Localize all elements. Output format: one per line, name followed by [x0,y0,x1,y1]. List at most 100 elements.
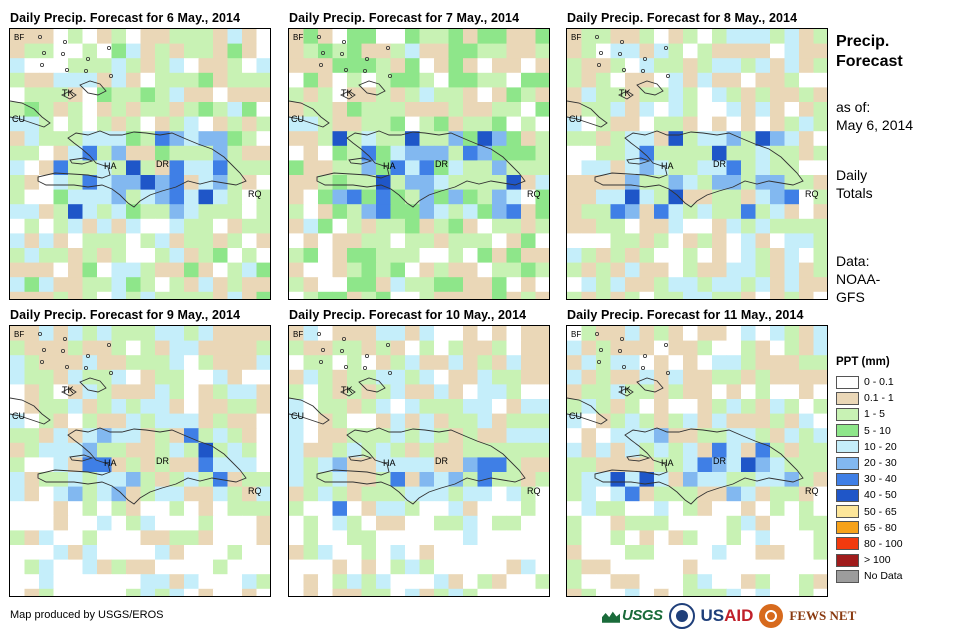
precip-cell [535,204,549,220]
precip-cell [347,501,362,517]
precip-cell [68,160,83,176]
precip-cell [24,472,40,488]
map-panel-9-may[interactable]: BF TK CU HA DR RQ [9,325,271,597]
precip-cell [755,574,771,590]
precip-cell [799,545,814,561]
precip-cell [10,457,25,473]
precip-cell [521,486,536,502]
precip-cell [126,189,141,205]
precip-cell [755,58,771,74]
precip-cell [419,486,435,502]
precip-cell [726,413,742,429]
precip-cell [169,442,185,458]
precip-cell [419,175,435,191]
precip-cell [126,58,141,74]
precip-cell [448,116,464,132]
precip-cell [82,43,98,59]
map-panel-8-may[interactable]: BF TK CU HA DR RQ [566,28,828,300]
precip-cell [10,340,25,356]
precip-cell [492,29,507,45]
legend-swatch [836,440,859,454]
precip-cell [492,277,507,293]
precip-cell [242,145,257,161]
precip-cell [813,204,827,220]
precip-cell [256,515,270,531]
precip-cell [567,574,582,590]
precip-cell [68,291,83,299]
precip-cell [477,87,493,103]
precip-cell [198,277,214,293]
precip-cell [770,58,785,74]
precip-cell [227,472,243,488]
precip-cell [639,262,655,278]
precip-cell [535,530,549,546]
precip-cell [654,340,669,356]
precip-cell [390,218,406,234]
precip-cell [492,116,507,132]
precip-cell [184,545,199,561]
precip-cell [24,262,40,278]
precip-cell [318,131,333,147]
precip-cell [463,43,478,59]
precip-cell [318,457,333,473]
precip-cell [332,131,348,147]
precip-cell [697,277,713,293]
precip-cell [289,160,304,176]
precip-cell [256,277,270,293]
precip-cell [213,501,228,517]
cuba-outline [289,397,330,425]
precip-cell [53,559,69,575]
precip-cell [68,545,83,561]
precip-cell [303,116,319,132]
precip-cell [741,248,756,264]
precip-cell [184,116,199,132]
precip-cell [712,291,727,299]
precip-cell [24,559,40,575]
precip-cell [741,515,756,531]
precip-cell [419,233,435,249]
precip-cell [755,369,771,385]
precip-cell [784,248,800,264]
precip-cell [784,291,800,299]
precip-cell [318,160,333,176]
map-panel-7-may[interactable]: BF TK CU HA DR RQ [288,28,550,300]
precip-cell [169,457,185,473]
precip-cell [639,326,655,342]
precip-cell [668,442,684,458]
legend-item: 80 - 100 [836,536,903,552]
map-panel-6-may[interactable]: BF TK CU HA DR RQ [9,28,271,300]
precip-cell [332,175,348,191]
precip-cell [140,189,156,205]
precip-cell [390,515,406,531]
precip-cell [361,262,377,278]
precip-cell [683,355,698,371]
map-label-ha: HA [104,161,117,171]
precip-cell [97,559,112,575]
legend-label: 1 - 5 [864,408,886,421]
map-panel-11-may[interactable]: BF TK CU HA DR RQ [566,325,828,597]
precip-cell [755,189,771,205]
precip-cell [668,559,684,575]
precip-cell [535,369,549,385]
precip-cell [434,355,449,371]
cay-outline [643,353,648,358]
precip-cell [68,442,83,458]
precip-cell [53,116,69,132]
precip-cell [68,102,83,118]
precip-cell [405,530,420,546]
precip-cell [477,442,493,458]
precip-cell [184,58,199,74]
precip-cell [654,413,669,429]
precip-cell [140,413,156,429]
precip-cell [53,277,69,293]
precip-cell [242,43,257,59]
precip-cell [697,559,713,575]
precip-cell [755,262,771,278]
legend-item: 40 - 50 [836,487,903,503]
precip-cell [625,340,640,356]
precip-cell [521,72,536,88]
precip-cell [477,413,493,429]
precip-cell [227,248,243,264]
precip-cell [318,189,333,205]
map-panel-10-may[interactable]: BF TK CU HA DR RQ [288,325,550,597]
